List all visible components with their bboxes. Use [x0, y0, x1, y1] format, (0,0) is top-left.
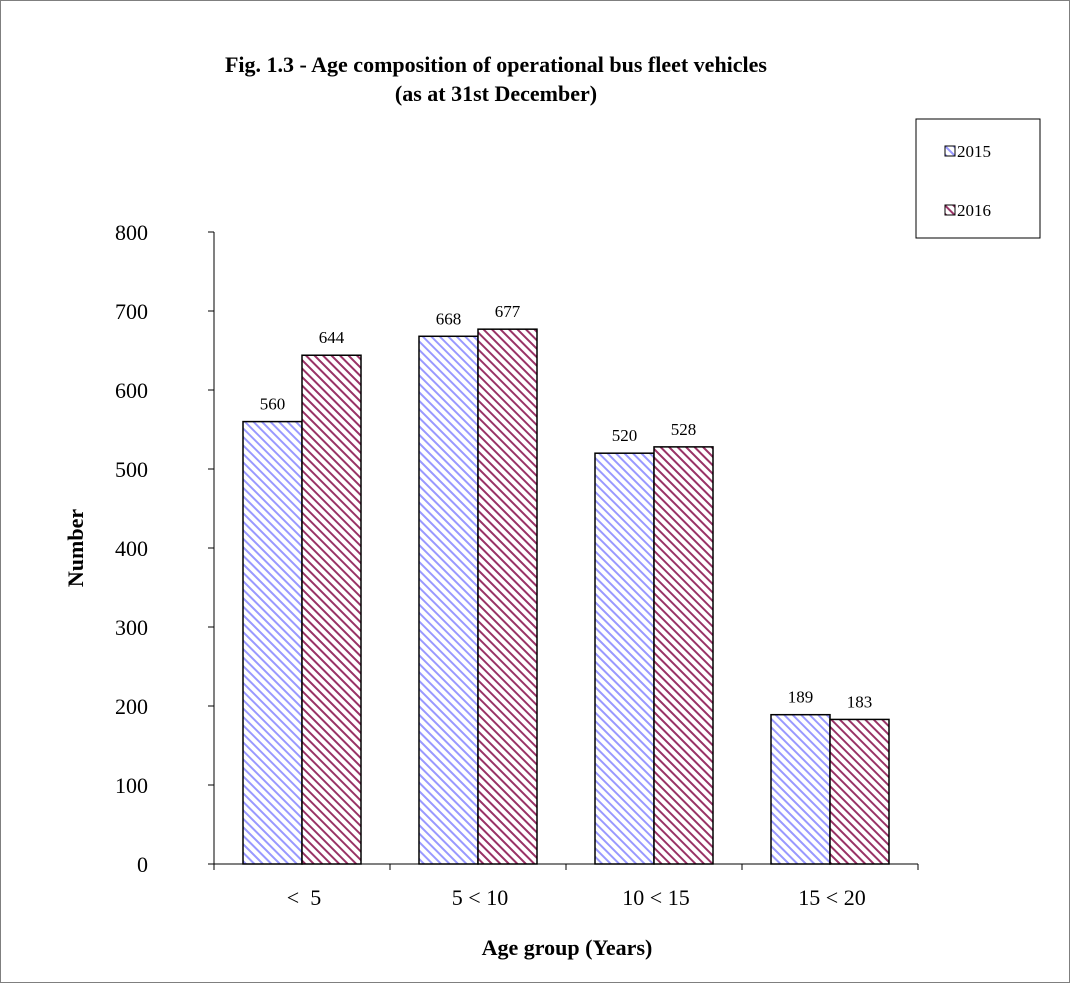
bar-2015-4 [771, 715, 830, 864]
legend: 2015 2016 [916, 119, 1040, 238]
legend-box [916, 119, 1040, 238]
data-label-2016-3: 528 [671, 420, 697, 439]
x-tick-label: < 5 [287, 885, 321, 910]
y-tick-label: 500 [115, 457, 148, 482]
data-label-2015-1: 560 [260, 395, 286, 414]
bar-2015-1 [243, 422, 302, 864]
y-tick-label: 700 [115, 299, 148, 324]
legend-swatch-2016 [945, 205, 955, 215]
y-axis-title: Number [63, 509, 88, 587]
bar-2016-3 [654, 447, 713, 864]
y-axis: 0 100 200 300 400 500 600 700 800 [115, 220, 214, 877]
bar-2016-1 [302, 355, 361, 864]
data-label-2015-2: 668 [436, 309, 462, 328]
chart-subtitle: (as at 31st December) [395, 81, 597, 106]
data-label-2016-2: 677 [495, 302, 521, 321]
x-axis-title: Age group (Years) [482, 935, 653, 960]
x-tick-label: 5 < 10 [452, 885, 508, 910]
y-tick-label: 200 [115, 694, 148, 719]
bars [243, 329, 889, 864]
legend-swatch-2015 [945, 146, 955, 156]
bar-2015-2 [419, 336, 478, 864]
data-label-2015-3: 520 [612, 426, 638, 445]
x-tick-label: 15 < 20 [798, 885, 865, 910]
bar-2015-3 [595, 453, 654, 864]
y-tick-label: 300 [115, 615, 148, 640]
y-tick-label: 0 [137, 852, 148, 877]
x-axis: < 5 5 < 10 10 < 15 15 < 20 [214, 864, 918, 910]
x-tick-label: 10 < 15 [622, 885, 689, 910]
data-label-2016-1: 644 [319, 328, 345, 347]
y-tick-label: 800 [115, 220, 148, 245]
legend-label-2016: 2016 [957, 201, 991, 220]
y-tick-label: 400 [115, 536, 148, 561]
y-tick-label: 100 [115, 773, 148, 798]
legend-label-2015: 2015 [957, 142, 991, 161]
bar-2016-2 [478, 329, 537, 864]
y-tick-label: 600 [115, 378, 148, 403]
data-label-2015-4: 189 [788, 688, 814, 707]
data-label-2016-4: 183 [847, 692, 873, 711]
bar-2016-4 [830, 719, 889, 864]
chart-title: Fig. 1.3 - Age composition of operationa… [225, 52, 767, 77]
